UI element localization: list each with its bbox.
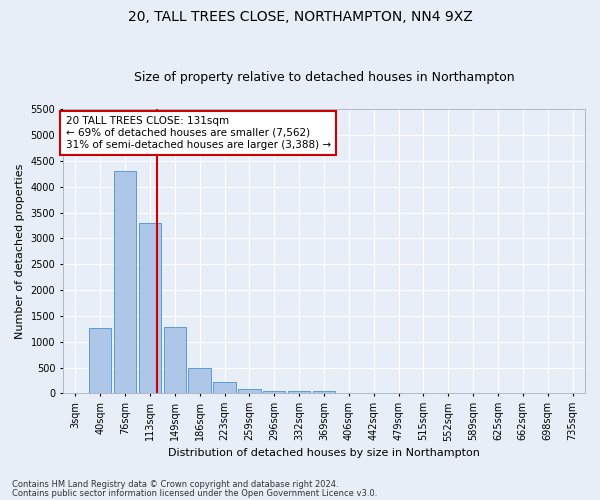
Bar (238, 389, 260, 394)
Bar (89, 328, 112, 394)
Bar (164, 328, 186, 394)
Y-axis label: Number of detached properties: Number of detached properties (15, 164, 25, 339)
Bar (188, 368, 211, 394)
Text: 20 TALL TREES CLOSE: 131sqm
← 69% of detached houses are smaller (7,562)
31% of : 20 TALL TREES CLOSE: 131sqm ← 69% of det… (65, 116, 331, 150)
Bar (263, 390, 286, 394)
Bar (114, 172, 136, 394)
Bar (288, 390, 310, 394)
Text: Contains HM Land Registry data © Crown copyright and database right 2024.: Contains HM Land Registry data © Crown c… (12, 480, 338, 489)
Bar (214, 382, 236, 394)
Title: Size of property relative to detached houses in Northampton: Size of property relative to detached ho… (134, 72, 514, 85)
Bar (313, 391, 335, 394)
Text: Contains public sector information licensed under the Open Government Licence v3: Contains public sector information licen… (12, 488, 377, 498)
X-axis label: Distribution of detached houses by size in Northampton: Distribution of detached houses by size … (168, 448, 480, 458)
Bar (139, 223, 161, 394)
Text: 20, TALL TREES CLOSE, NORTHAMPTON, NN4 9XZ: 20, TALL TREES CLOSE, NORTHAMPTON, NN4 9… (128, 10, 472, 24)
